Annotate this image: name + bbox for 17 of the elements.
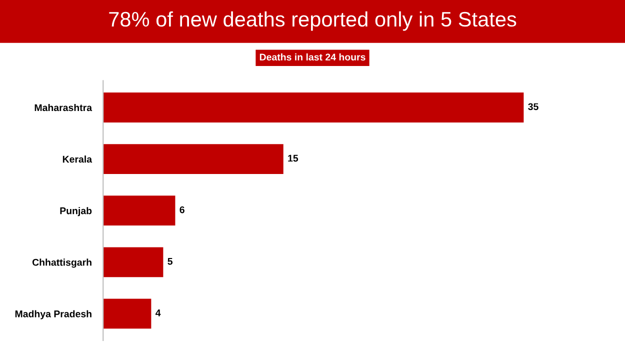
y-tick-label: Kerala (62, 156, 92, 163)
data-label: 6 (180, 206, 184, 214)
y-tick-label: Maharashtra (34, 104, 92, 112)
y-tick-label: Punjab (60, 207, 92, 216)
data-label: 35 (528, 103, 538, 110)
bar (103, 247, 164, 278)
y-tick-label: Madhya Pradesh (15, 310, 92, 320)
bar (103, 92, 524, 122)
data-label: 4 (156, 310, 161, 316)
chart-title: 78% of new deaths reported only in 5 States (109, 11, 516, 31)
bar (103, 298, 152, 329)
bar (103, 144, 284, 174)
data-label: 5 (168, 258, 173, 265)
chart-subtitle: Deaths in last 24 hours (260, 53, 366, 61)
bar (103, 196, 176, 226)
data-label: 15 (288, 154, 298, 162)
y-tick-label: Chhattisgarh (32, 258, 92, 268)
